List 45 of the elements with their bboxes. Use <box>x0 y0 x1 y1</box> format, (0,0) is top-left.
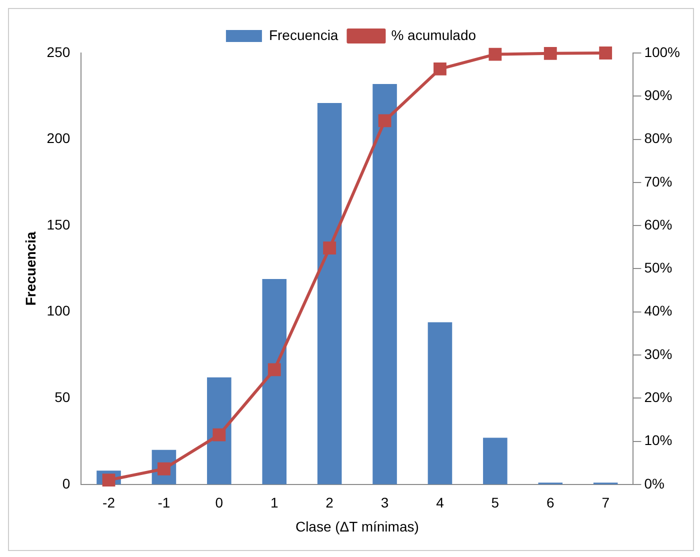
y2-tick-label: 10% <box>644 432 672 448</box>
legend-label: % acumulado <box>391 26 476 43</box>
y-tick-label: 100 <box>46 302 70 319</box>
bar <box>483 438 508 484</box>
x-tick-label: 7 <box>602 494 610 511</box>
x-axis-title: Clase (ΔT mínimas) <box>295 518 419 534</box>
point <box>212 428 226 442</box>
point <box>323 242 336 254</box>
y2-tick-label: 90% <box>644 87 672 103</box>
y-tick-label: 0 <box>62 475 70 492</box>
y2-tick-label: 30% <box>644 346 672 362</box>
y2-tick-label: 40% <box>644 302 672 319</box>
legend-label: Frecuencia <box>268 26 338 43</box>
point <box>599 46 612 60</box>
x-tick-label: -1 <box>158 494 170 511</box>
y2-tick-label: 20% <box>644 388 672 405</box>
point <box>378 114 392 128</box>
x-tick-label: 0 <box>215 494 224 511</box>
y2-tick-label: 70% <box>644 173 672 190</box>
bar <box>428 322 452 484</box>
bar <box>372 84 397 484</box>
point <box>434 62 446 76</box>
x-tick-label: 4 <box>436 494 444 511</box>
bar <box>262 279 287 484</box>
point <box>268 363 281 376</box>
x-tick-label: 2 <box>326 494 334 511</box>
x-tick-label: -2 <box>102 494 116 511</box>
x-tick-label: 5 <box>491 494 500 511</box>
y-tick-label: 50 <box>54 388 70 405</box>
y2-tick-label: 0% <box>644 475 664 492</box>
point <box>488 48 502 61</box>
x-tick-label: 6 <box>546 494 554 511</box>
y2-tick-label: 60% <box>644 216 672 232</box>
y-tick-label: 250 <box>46 44 70 60</box>
y2-tick-label: 100% <box>644 44 680 60</box>
x-tick-label: 3 <box>380 494 389 511</box>
point <box>544 46 557 60</box>
y-tick-label: 150 <box>46 216 70 232</box>
y2-tick-label: 80% <box>644 130 672 146</box>
bar <box>317 103 342 484</box>
y-tick-label: 200 <box>46 130 70 146</box>
bar <box>207 377 232 484</box>
y2-tick-label: 50% <box>644 260 672 276</box>
x-tick-label: 1 <box>270 494 278 511</box>
y-axis-title: Frecuencia <box>22 232 38 306</box>
